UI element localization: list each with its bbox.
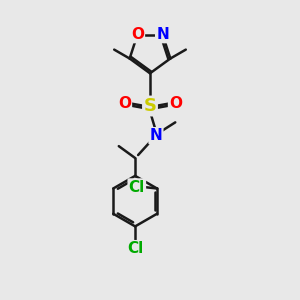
Text: S: S <box>143 97 157 115</box>
Text: Cl: Cl <box>129 179 145 194</box>
Text: N: N <box>156 27 169 42</box>
Text: Cl: Cl <box>127 241 143 256</box>
Text: O: O <box>118 95 131 110</box>
Text: O: O <box>169 95 182 110</box>
Text: N: N <box>150 128 162 143</box>
Text: O: O <box>131 27 144 42</box>
